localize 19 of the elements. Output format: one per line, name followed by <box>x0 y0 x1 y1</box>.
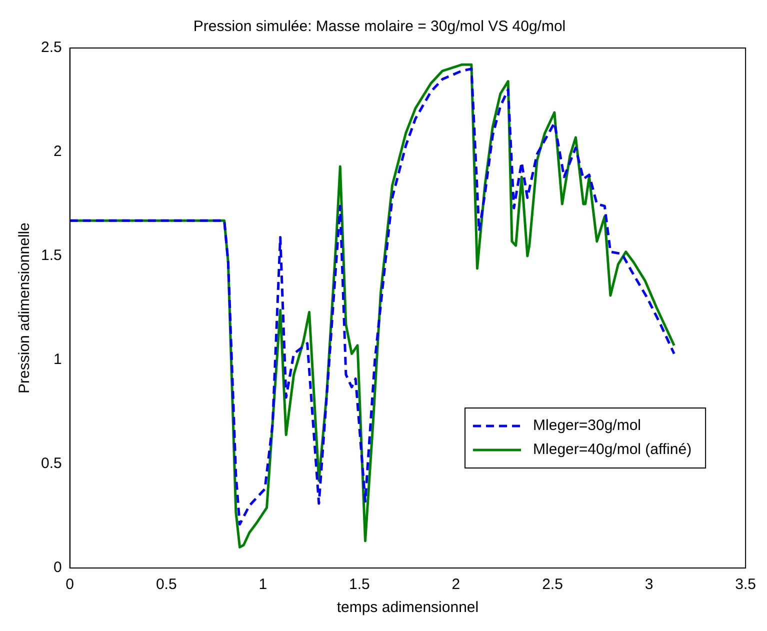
x-axis-title: temps adimensionnel <box>336 599 479 616</box>
y-tick-label: 0.5 <box>40 455 62 472</box>
x-tick-label: 3.5 <box>735 576 756 594</box>
x-tick-label: 1.5 <box>349 576 370 594</box>
x-tick-label: 3 <box>644 576 654 594</box>
x-tick-label: 2.5 <box>542 576 563 594</box>
x-tick-label: 1 <box>258 576 268 594</box>
legend-label: Mleger=30g/mol <box>533 417 642 434</box>
legend-label: Mleger=40g/mol (affiné) <box>533 441 692 458</box>
x-tick-label: 0 <box>66 576 74 594</box>
x-tick-label: 0.5 <box>156 576 177 594</box>
y-tick-label: 1 <box>54 351 62 368</box>
chart-title: Pression simulée: Masse molaire = 30g/mol VS 40g/mol <box>193 18 566 36</box>
y-axis-title: Pression adimensionnelle <box>16 222 34 394</box>
y-tick-label: 2 <box>54 143 62 160</box>
x-tick-label: 2 <box>452 576 460 594</box>
y-tick-label: 0 <box>54 559 62 576</box>
y-tick-label: 2.5 <box>40 39 62 56</box>
y-tick-label: 1.5 <box>40 247 62 264</box>
